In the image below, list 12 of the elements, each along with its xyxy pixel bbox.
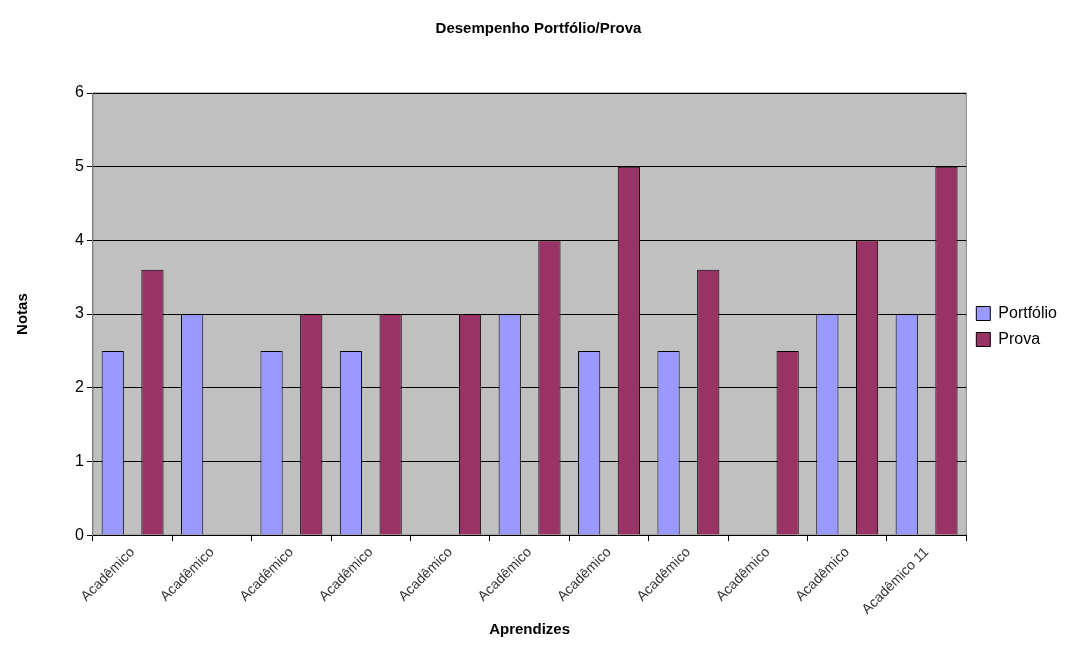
y-tick-label: 1 xyxy=(74,451,84,469)
chart-title: Desempenho Portfólio/Prova xyxy=(435,19,643,37)
y-axis-title: Notas xyxy=(13,293,31,335)
y-tick-label: 0 xyxy=(74,525,84,543)
y-tick-label: 4 xyxy=(74,230,84,248)
y-tick-label: 2 xyxy=(74,378,84,396)
legend-label: Prova xyxy=(998,329,1041,347)
y-tick-label: 3 xyxy=(74,304,84,322)
x-axis-title: Aprendizes xyxy=(489,620,571,638)
legend-label: Portfólio xyxy=(998,303,1058,321)
y-tick-label: 6 xyxy=(74,83,84,101)
y-tick-label: 5 xyxy=(74,157,84,175)
